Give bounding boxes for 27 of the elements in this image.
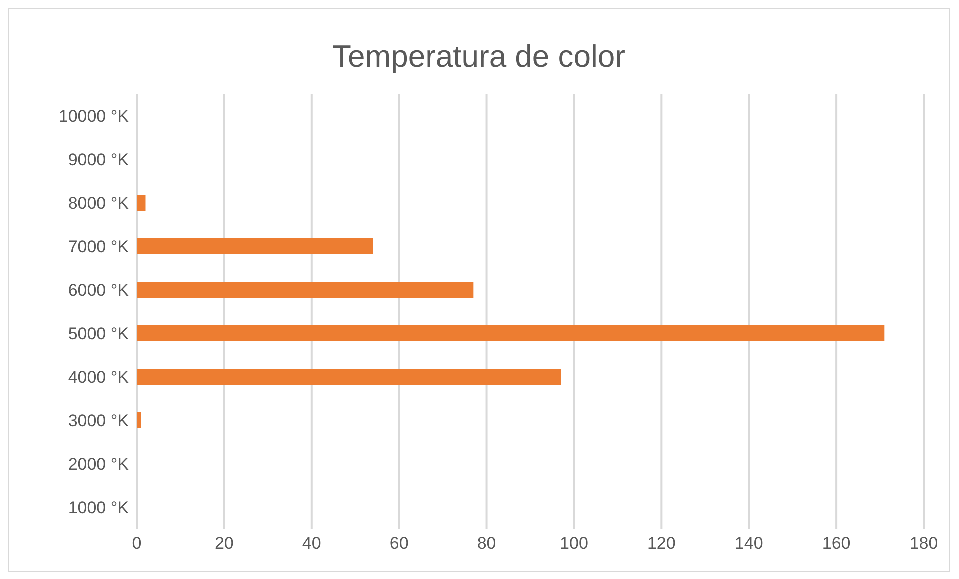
- bar: [137, 195, 146, 211]
- y-tick-label: 7000 °K: [68, 237, 130, 256]
- y-tick-label: 9000 °K: [68, 150, 130, 170]
- bar: [137, 326, 885, 342]
- y-tick-label: 4000 °K: [68, 368, 130, 387]
- bar: [137, 282, 474, 298]
- y-tick-label: 6000 °K: [68, 280, 130, 300]
- x-tick-label: 20: [214, 534, 234, 554]
- x-tick-label: 160: [822, 534, 851, 554]
- y-tick-label: 10000 °K: [58, 106, 130, 126]
- x-tick-label: 100: [560, 534, 588, 554]
- y-tick-label: 8000 °K: [68, 194, 130, 213]
- x-tick-label: 140: [734, 534, 764, 554]
- x-tick-label: 120: [647, 534, 676, 554]
- bar: [137, 238, 374, 254]
- x-tick-label: 80: [477, 534, 496, 554]
- x-tick-label: 0: [132, 534, 142, 554]
- bar: [137, 412, 142, 428]
- x-tick-label: 180: [910, 534, 938, 554]
- x-tick-label: 60: [390, 534, 409, 554]
- y-tick-label: 2000 °K: [68, 454, 130, 474]
- bar: [137, 369, 562, 385]
- y-tick-label: 1000 °K: [68, 498, 130, 518]
- x-tick-label: 40: [302, 534, 322, 554]
- y-tick-label: 5000 °K: [68, 324, 130, 344]
- chart-title: Temperatura de color: [332, 38, 626, 76]
- y-tick-label: 3000 °K: [68, 411, 130, 430]
